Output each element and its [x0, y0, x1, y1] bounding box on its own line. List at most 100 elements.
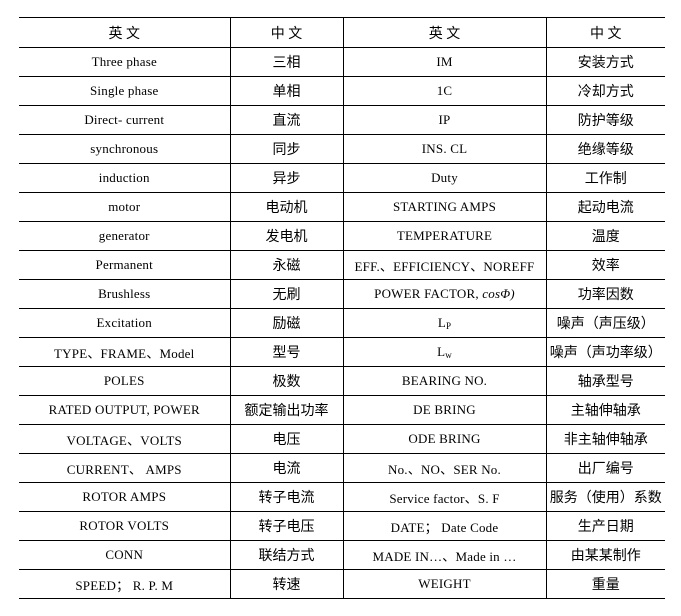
cell-chinese: 同步 — [229, 134, 343, 164]
cell-chinese: 噪声（声功率级） — [545, 337, 665, 367]
cell-chinese: 直流 — [229, 105, 343, 135]
cell-chinese: 永磁 — [229, 250, 343, 280]
table-row: Three phase 三相 IM 安装方式 — [19, 47, 665, 77]
table-row: ROTOR VOLTS 转子电压 DATE； Date Code 生产日期 — [19, 511, 665, 541]
cell-chinese: 噪声（声压级） — [545, 308, 665, 338]
header-chinese-right: 中 文 — [545, 17, 665, 48]
table-row: Brushless 无刷 POWER FACTOR, cosΦ) 功率因数 — [19, 279, 665, 309]
table-row: TYPE、FRAME、Model 型号 Lw 噪声（声功率级） — [19, 337, 665, 367]
table-row: VOLTAGE、VOLTS 电压 ODE BRING 非主轴伸轴承 — [19, 424, 665, 454]
cell-english: motor — [19, 192, 230, 222]
cell-chinese: 重量 — [545, 569, 665, 599]
cell-chinese: 异步 — [229, 163, 343, 193]
cell-english: TEMPERATURE — [342, 221, 546, 251]
cell-english: Direct- current — [19, 105, 230, 135]
cell-english: MADE IN…、Made in … — [342, 540, 546, 570]
cell-chinese: 冷却方式 — [545, 76, 665, 106]
cell-english: IP — [342, 105, 546, 135]
cell-chinese: 服务（使用）系数 — [545, 482, 665, 512]
table-row: RATED OUTPUT, POWER 额定输出功率 DE BRING 主轴伸轴承 — [19, 395, 665, 425]
cell-chinese: 转子电压 — [229, 511, 343, 541]
cell-english: Service factor、S. F — [342, 482, 546, 512]
cell-chinese: 防护等级 — [545, 105, 665, 135]
table-row: Excitation 励磁 LP 噪声（声压级） — [19, 308, 665, 338]
cell-english: No.、NO、SER No. — [342, 453, 546, 483]
header-english-left: 英 文 — [19, 17, 230, 48]
table-row: synchronous 同步 INS. CL 绝缘等级 — [19, 134, 665, 164]
table-row: SPEED； R. P. M 转速 WEIGHT 重量 — [19, 569, 665, 599]
table-row: CONN 联结方式 MADE IN…、Made in … 由某某制作 — [19, 540, 665, 570]
cell-english: TYPE、FRAME、Model — [19, 337, 230, 367]
cell-english: Brushless — [19, 279, 230, 309]
cell-english: Three phase — [19, 47, 230, 77]
table-row: ROTOR AMPS 转子电流 Service factor、S. F 服务（使用）系… — [19, 482, 665, 512]
cell-english: ODE BRING — [342, 424, 546, 454]
cell-english: LP — [342, 308, 546, 338]
cell-english: BEARING NO. — [342, 366, 546, 396]
header-english-right: 英 文 — [342, 17, 546, 48]
table-row: CURRENT、 AMPS 电流 No.、NO、SER No. 出厂编号 — [19, 453, 665, 483]
cell-english: synchronous — [19, 134, 230, 164]
cell-english: STARTING AMPS — [342, 192, 546, 222]
cell-chinese: 无刷 — [229, 279, 343, 309]
cell-english: VOLTAGE、VOLTS — [19, 424, 230, 454]
cell-chinese: 功率因数 — [545, 279, 665, 309]
cell-english: ROTOR AMPS — [19, 482, 230, 512]
cell-english: DE BRING — [342, 395, 546, 425]
table-row: motor 电动机 STARTING AMPS 起动电流 — [19, 192, 665, 222]
cell-chinese: 主轴伸轴承 — [545, 395, 665, 425]
cell-english: ROTOR VOLTS — [19, 511, 230, 541]
cell-english: WEIGHT — [342, 569, 546, 599]
cell-english: RATED OUTPUT, POWER — [19, 395, 230, 425]
cell-chinese: 非主轴伸轴承 — [545, 424, 665, 454]
cell-english: CONN — [19, 540, 230, 570]
table-row: induction 异步 Duty 工作制 — [19, 163, 665, 193]
header-chinese-left: 中 文 — [229, 17, 343, 48]
cell-english: generator — [19, 221, 230, 251]
cell-chinese: 起动电流 — [545, 192, 665, 222]
cell-chinese: 温度 — [545, 221, 665, 251]
cell-english: EFF.、EFFICIENCY、NOREFF — [342, 250, 546, 280]
cell-english: CURRENT、 AMPS — [19, 453, 230, 483]
cell-chinese: 额定输出功率 — [229, 395, 343, 425]
cell-english: INS. CL — [342, 134, 546, 164]
cell-chinese: 出厂编号 — [545, 453, 665, 483]
cell-chinese: 电压 — [229, 424, 343, 454]
cell-chinese: 轴承型号 — [545, 366, 665, 396]
cell-chinese: 工作制 — [545, 163, 665, 193]
cell-chinese: 生产日期 — [545, 511, 665, 541]
cell-chinese: 转速 — [229, 569, 343, 599]
cell-english: Excitation — [19, 308, 230, 338]
table-row: Single phase 单相 1C 冷却方式 — [19, 76, 665, 106]
terminology-table: 英 文 中 文 英 文 中 文 Three phase 三相 IM 安装方式 Singl… — [19, 17, 665, 599]
cell-english: Single phase — [19, 76, 230, 106]
cell-chinese: 转子电流 — [229, 482, 343, 512]
cell-english: Permanent — [19, 250, 230, 280]
cell-chinese: 三相 — [229, 47, 343, 77]
cell-chinese: 型号 — [229, 337, 343, 367]
cell-english: POWER FACTOR, cosΦ) — [342, 279, 546, 309]
cell-english: SPEED； R. P. M — [19, 569, 230, 599]
cell-english: IM — [342, 47, 546, 77]
cell-chinese: 效率 — [545, 250, 665, 280]
cell-chinese: 电动机 — [229, 192, 343, 222]
cell-english: POLES — [19, 366, 230, 396]
cell-chinese: 联结方式 — [229, 540, 343, 570]
cell-chinese: 由某某制作 — [545, 540, 665, 570]
cell-english: 1C — [342, 76, 546, 106]
cell-chinese: 励磁 — [229, 308, 343, 338]
cell-chinese: 单相 — [229, 76, 343, 106]
cell-chinese: 发电机 — [229, 221, 343, 251]
table-row: Permanent 永磁 EFF.、EFFICIENCY、NOREFF 效率 — [19, 250, 665, 280]
cell-english: Lw — [342, 337, 546, 367]
header-row: 英 文 中 文 英 文 中 文 — [19, 17, 665, 48]
cell-chinese: 绝缘等级 — [545, 134, 665, 164]
table-body: Three phase 三相 IM 安装方式 Single phase 单相 1C 冷却方式 D… — [19, 47, 665, 599]
cell-english: Duty — [342, 163, 546, 193]
cell-chinese: 电流 — [229, 453, 343, 483]
table-row: Direct- current 直流 IP 防护等级 — [19, 105, 665, 135]
table-row: POLES 极数 BEARING NO. 轴承型号 — [19, 366, 665, 396]
table-row: generator 发电机 TEMPERATURE 温度 — [19, 221, 665, 251]
cell-chinese: 安装方式 — [545, 47, 665, 77]
